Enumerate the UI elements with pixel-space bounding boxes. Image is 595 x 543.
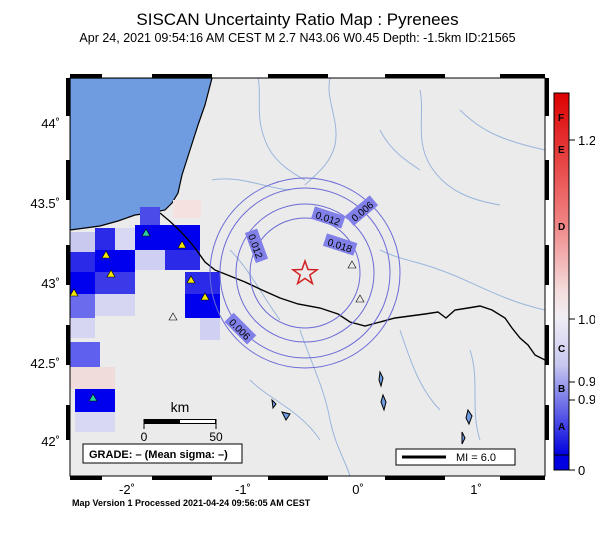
longitude-labels: -2˚ -1˚ 0˚ 1˚ [119, 482, 482, 497]
scale-bar: km 0 50 [141, 399, 223, 444]
map-frame [66, 74, 549, 480]
lat-label-43: 43˚ [41, 276, 60, 291]
scale-bar-tick-50: 50 [209, 430, 223, 444]
uncertainty-grid [70, 200, 220, 432]
uncertainty-contours [209, 177, 401, 369]
station-triangle [355, 294, 365, 303]
stations [70, 228, 365, 402]
lat-label-42: 42˚ [41, 434, 60, 449]
mi-text: MI = 6.0 [456, 452, 496, 464]
station-triangle [200, 292, 210, 301]
station-triangle [168, 312, 178, 321]
map-area: 0.006 0.012 0.012 0.018 0.006 [70, 78, 545, 476]
lat-label-44: 44˚ [41, 116, 60, 131]
station-triangle [186, 275, 196, 284]
reservoirs [271, 370, 473, 445]
colorbar-value-0-9a: 0.9 [578, 374, 595, 389]
lon-label-0: 0˚ [352, 482, 364, 497]
colorbar-value-1-2: 1.2 [578, 133, 595, 148]
scale-bar-unit: km [171, 399, 190, 415]
latitude-labels: 44˚ 43.5˚ 43˚ 42.5˚ 42˚ [30, 116, 60, 449]
grade-letter-e: E [558, 145, 565, 156]
grade-box: GRADE: – (Mean sigma: –) [82, 443, 243, 464]
lon-label-m2: -2˚ [119, 482, 135, 497]
station-triangle [101, 250, 111, 259]
grade-letter-b: B [558, 384, 565, 395]
scale-bar-tick-0: 0 [141, 430, 148, 444]
lat-label-43-5: 43.5˚ [30, 196, 60, 211]
colorbar-value-1-0: 1.0 [578, 312, 595, 327]
epicenter-star-icon [290, 258, 320, 286]
station-triangle [347, 260, 357, 269]
grade-letter-f: F [558, 113, 564, 124]
colorbar-value-0-9b: 0.9 [578, 392, 595, 407]
map-title: SISCAN Uncertainty Ratio Map : Pyrenees [136, 10, 459, 29]
station-triangle [70, 288, 79, 297]
grade-letter-c: C [558, 344, 565, 355]
colorbar-value-0: 0 [578, 463, 585, 478]
bay-of-biscay [70, 78, 213, 231]
national-border [159, 212, 545, 361]
station-triangle [141, 228, 151, 237]
lon-label-m1: -1˚ [235, 482, 251, 497]
map-subtitle: Apr 24, 2021 09:54:16 AM CEST M 2.7 N43.… [79, 31, 516, 45]
grade-letter-a: A [558, 422, 565, 433]
map-footer: Map Version 1 Processed 2021-04-24 09:56… [72, 498, 311, 508]
station-triangle [88, 393, 98, 402]
mi-box: MI = 6.0 [395, 448, 516, 466]
rivers [211, 78, 545, 476]
station-triangle [177, 240, 187, 249]
lon-label-1: 1˚ [470, 482, 482, 497]
colorbar: F E D C B A 1.2 1.0 0.9 0.9 0 [553, 92, 595, 478]
grade-letter-d: D [558, 222, 565, 233]
contour-labels: 0.006 0.012 0.012 0.018 0.006 [224, 195, 379, 345]
lat-label-42-5: 42.5˚ [30, 356, 60, 371]
grade-text: GRADE: – (Mean sigma: –) [89, 449, 228, 461]
station-triangle [106, 269, 116, 278]
